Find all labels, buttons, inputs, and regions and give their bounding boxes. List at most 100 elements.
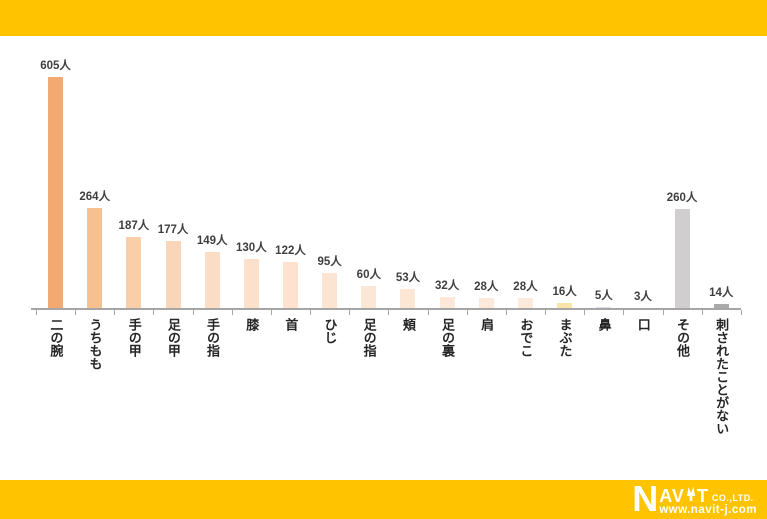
navit-logo: N AV T CO.,LTD. www.navit-j.com: [632, 478, 757, 519]
bar-column: 260人: [663, 36, 702, 309]
bar-value-label: 53人: [395, 272, 421, 284]
bar-value-label: 60人: [356, 269, 381, 281]
logo-co-ltd: CO.,LTD.: [711, 493, 754, 503]
bar-column: 605人: [36, 36, 75, 309]
axis-tick: [231, 310, 233, 315]
axis-tick: [662, 310, 664, 315]
bar: [517, 298, 533, 309]
axis-tick: [75, 310, 77, 315]
bar: [713, 304, 729, 309]
bar-column: 5人: [584, 36, 623, 309]
top-yellow-band: [0, 0, 767, 36]
axis-tick: [584, 310, 586, 315]
bar-value-label: 260人: [666, 192, 698, 204]
bar-value-label: 5人: [594, 290, 613, 302]
bar-value-label: 28人: [474, 281, 499, 293]
logo-letter-n: N: [632, 478, 658, 519]
bar-column: 95人: [310, 36, 349, 309]
category-label: 首: [283, 318, 299, 331]
rabbit-ears-icon: [686, 487, 696, 503]
category-label: ひじ: [322, 318, 338, 344]
bar: [361, 286, 377, 309]
category-label: 二の腕: [48, 318, 64, 357]
bar: [204, 252, 220, 309]
bar-value-label: 32人: [434, 280, 460, 292]
bar-value-label: 95人: [317, 256, 342, 268]
category-label: 刺されたことがない: [714, 318, 730, 435]
bar-value-label: 187人: [118, 220, 150, 232]
bottom-yellow-band: [0, 480, 767, 519]
logo-right-block: AV T CO.,LTD. www.navit-j.com: [659, 487, 757, 516]
bar: [87, 208, 103, 309]
bar-column: 264人: [75, 36, 114, 309]
bar-column: 177人: [153, 36, 192, 309]
bar-column: 3人: [623, 36, 662, 309]
axis-tick: [270, 310, 272, 315]
bar-column: 16人: [545, 36, 584, 309]
bar: [557, 303, 573, 309]
bar-column: 130人: [232, 36, 271, 309]
logo-name-row: AV T CO.,LTD.: [659, 486, 757, 506]
bar-column: 14人: [702, 36, 741, 309]
bar: [283, 262, 299, 309]
axis-tick: [153, 310, 155, 315]
axis-tick: [545, 310, 547, 315]
bar-chart: 605人 264人 187人 177人 149人 130人 122人 95人 60人 53人 32人…: [36, 36, 741, 309]
axis-tick: [388, 310, 390, 315]
category-label: 足の甲: [165, 318, 181, 357]
axis-tick: [349, 310, 351, 315]
category-label: おでこ: [518, 318, 534, 357]
axis-tick: [36, 310, 37, 315]
bar-column: 32人: [428, 36, 467, 309]
logo-letter-t: T: [696, 486, 709, 506]
bar: [439, 297, 455, 309]
axis-tick: [310, 310, 312, 315]
bar: [48, 77, 64, 309]
bar-column: 187人: [114, 36, 153, 309]
bar-value-label: 16人: [552, 286, 577, 298]
bar-chart-plot: 605人 264人 187人 177人 149人 130人 122人 95人 60人 53人 32人…: [36, 36, 741, 309]
category-labels-row: 二の腕 うちもも 手の甲 足の甲 手の指 膝 首 ひじ 足の指 頬 足の裏 肩 おでこ まぶた 鼻 口 その他 刺…: [36, 318, 741, 478]
bar-value-label: 177人: [157, 224, 189, 236]
bar: [400, 289, 416, 309]
bar-value-label: 605人: [40, 60, 71, 72]
category-label: 肩: [479, 318, 495, 331]
bar-value-label: 130人: [236, 242, 267, 254]
bar-column: 149人: [193, 36, 232, 309]
axis-tick: [505, 310, 507, 315]
bar-column: 53人: [388, 36, 427, 309]
category-label: 足の指: [361, 318, 377, 357]
axis-tick: [192, 310, 194, 315]
bar: [243, 259, 259, 309]
axis-tick: [427, 310, 429, 315]
bar-value-label: 28人: [513, 281, 538, 293]
axis-tick: [466, 310, 468, 315]
bar-column: 28人: [467, 36, 506, 309]
category-label: その他: [674, 318, 690, 357]
bar: [478, 298, 494, 309]
category-label: まぶた: [557, 318, 573, 357]
bar: [165, 241, 181, 309]
bar-value-label: 3人: [633, 291, 652, 303]
bar-column: 122人: [271, 36, 310, 309]
logo-url: www.navit-j.com: [659, 504, 757, 516]
bar: [126, 237, 142, 309]
axis-tick: [623, 310, 625, 315]
bar-value-label: 149人: [196, 235, 228, 247]
axis-tick: [740, 310, 742, 315]
category-label: 足の裏: [439, 318, 455, 357]
bar: [322, 273, 338, 309]
category-label: 頬: [400, 318, 416, 331]
category-label: 鼻: [596, 318, 612, 331]
bar-value-label: 122人: [275, 245, 306, 257]
axis-tick: [701, 310, 703, 315]
bar-value-label: 14人: [709, 287, 734, 299]
axis-tick: [114, 310, 116, 315]
category-label: うちもも: [87, 318, 103, 370]
x-axis-line: [31, 308, 741, 310]
bar-value-label: 264人: [79, 191, 111, 203]
category-label: 手の甲: [126, 318, 142, 357]
bar-column: 60人: [349, 36, 388, 309]
category-label: 膝: [244, 318, 260, 331]
